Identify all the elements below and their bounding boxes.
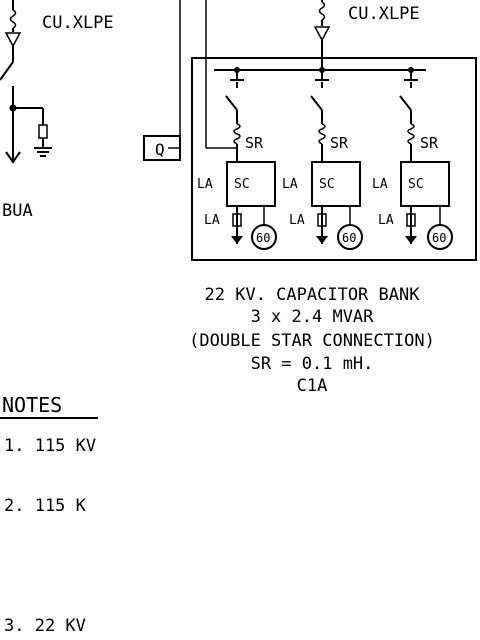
branch-3-sc-label: SC bbox=[408, 177, 424, 192]
capacitor-branch-3 bbox=[399, 67, 453, 250]
note-3: 3. 22 KV bbox=[4, 616, 86, 636]
right-feeder bbox=[313, 0, 331, 58]
caption-line-4: SR = 0.1 mH. bbox=[251, 354, 374, 374]
capacitor-bank-caption: 22 KV. CAPACITOR BANK 3 x 2.4 MVAR (DOUB… bbox=[189, 285, 435, 396]
caption-line-2: 3 x 2.4 MVAR bbox=[251, 307, 375, 327]
caption-line-1: 22 KV. CAPACITOR BANK bbox=[205, 285, 421, 305]
caption-line-5: C1A bbox=[297, 376, 328, 396]
caption-line-3: (DOUBLE STAR CONNECTION) bbox=[189, 331, 435, 351]
branch-1-meter-label: 60 bbox=[256, 231, 270, 245]
branch-1-la-label: LA bbox=[197, 177, 213, 192]
capacitor-bank-enclosure bbox=[191, 57, 477, 261]
branch-3-la-label: LA bbox=[372, 177, 388, 192]
left-feeder-label: BUA bbox=[2, 201, 33, 221]
right-cable-label: CU.XLPE bbox=[348, 4, 420, 24]
branch-3-la2-label: LA bbox=[378, 213, 394, 228]
branch-2-la-label: LA bbox=[282, 177, 298, 192]
relay-box bbox=[143, 135, 181, 161]
capacitor-branch-2 bbox=[310, 67, 363, 250]
notes-heading: NOTES bbox=[2, 393, 62, 417]
branch-2-sr-label: SR bbox=[330, 134, 349, 152]
note-1: 1. 115 KV bbox=[4, 436, 96, 456]
branch-1-sr-label: SR bbox=[245, 134, 264, 152]
branch-2-meter-label: 60 bbox=[342, 231, 356, 245]
relay-label: Q bbox=[155, 140, 165, 159]
left-cable-label: CU.XLPE bbox=[42, 13, 114, 33]
branch-2-la2-label: LA bbox=[289, 213, 305, 228]
branch-3-meter-label: 60 bbox=[432, 231, 446, 245]
branch-1-sc-label: SC bbox=[234, 177, 250, 192]
control-wiring bbox=[168, 0, 237, 149]
capacitor-branch-1 bbox=[225, 67, 277, 250]
branch-2-sc-label: SC bbox=[319, 177, 335, 192]
branch-3-sr-label: SR bbox=[420, 134, 439, 152]
branch-1-la2-label: LA bbox=[204, 213, 220, 228]
left-feeder bbox=[0, 0, 52, 164]
note-2: 2. 115 K bbox=[4, 496, 87, 516]
